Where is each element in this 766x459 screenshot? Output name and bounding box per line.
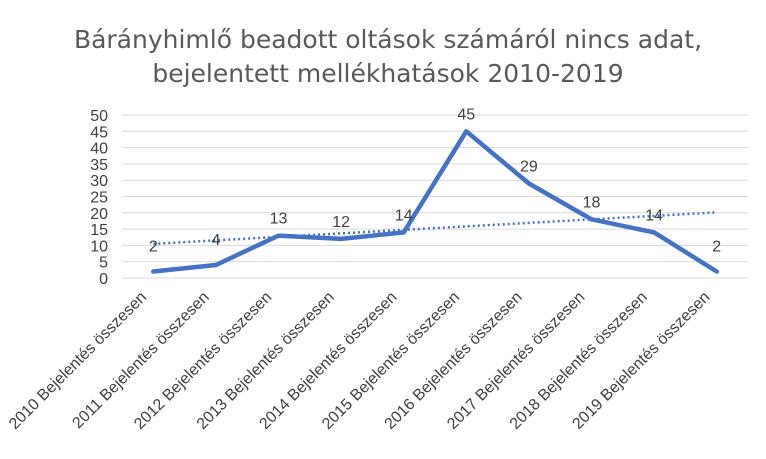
data-label: 4	[211, 232, 220, 249]
y-tick-label: 45	[90, 124, 108, 141]
trendline	[153, 211, 717, 246]
data-label: 45	[457, 106, 475, 123]
data-label: 13	[270, 211, 288, 228]
y-tick-label: 35	[90, 157, 108, 174]
y-tick-label: 40	[90, 141, 108, 158]
y-tick-label: 15	[90, 222, 108, 239]
data-label: 18	[583, 194, 601, 211]
data-label: 29	[520, 158, 538, 175]
chart-title-line-2: bejelentett mellékhatások 2010-2019	[152, 59, 623, 88]
gridlines	[122, 114, 748, 279]
data-labels: 2 4 13 12 14 45 29 18 14 2	[149, 106, 721, 255]
data-label: 12	[332, 214, 350, 231]
data-label: 2	[712, 238, 721, 255]
y-tick-label: 20	[90, 206, 108, 223]
chart-title-line-1: Bárányhimlő beadott oltások számáról nin…	[74, 25, 702, 54]
y-tick-label: 30	[90, 173, 108, 190]
data-label: 14	[395, 207, 413, 224]
chart-title: Bárányhimlő beadott oltások számáról nin…	[74, 25, 702, 88]
x-category-label: 2019 Bejelentés összesen	[569, 289, 713, 433]
series-line-path	[151, 129, 719, 274]
data-label: 14	[645, 207, 663, 224]
series-line	[151, 129, 719, 274]
y-tick-label: 5	[99, 255, 108, 272]
trendline-path	[153, 211, 717, 246]
y-tick-label: 10	[90, 238, 108, 255]
y-tick-label: 50	[90, 108, 108, 125]
data-label: 2	[149, 238, 158, 255]
y-tick-label: 25	[90, 190, 108, 207]
y-tick-label: 0	[99, 271, 108, 288]
